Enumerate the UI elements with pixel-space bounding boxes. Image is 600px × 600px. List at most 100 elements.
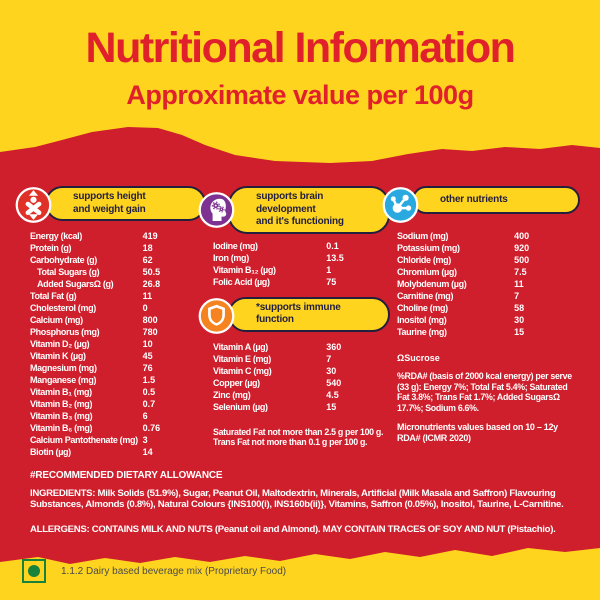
nutrient-label: Magnesium (mg) — [30, 363, 97, 373]
nutrient-row: Protein (g) 18 — [30, 242, 206, 254]
nutrient-value: 18 — [142, 243, 153, 253]
nutrient-row: Chromium (µg) 7.5 — [397, 266, 580, 278]
section-title: supports height — [73, 191, 146, 202]
nutrient-row: Iodine (mg) 0.1 — [213, 240, 390, 252]
nutrient-row: Phosphorus (mg) 780 — [30, 326, 206, 338]
nutrient-value: 0.1 — [326, 240, 339, 251]
column-brain-immune: supports brain development and it's func… — [198, 186, 390, 448]
nutrient-row: Choline (mg) 58 — [397, 302, 580, 314]
section-header-other: other nutrients — [412, 186, 580, 214]
nutrient-row: Molybdenum (µg) 11 — [397, 278, 580, 290]
nutrient-label: Molybdenum (µg) — [397, 279, 467, 289]
nutrient-value: 7 — [326, 353, 332, 364]
section-title: and it's functioning — [256, 216, 344, 227]
nutrient-label: Vitamin B₂ (mg) — [30, 399, 93, 409]
nutrient-value: 500 — [514, 255, 530, 265]
brain-development-icon — [198, 191, 235, 228]
nutrient-row: Vitamin B₆ (mg) 0.76 — [30, 422, 206, 434]
nutrient-value: 76 — [142, 363, 153, 373]
nutrient-value: 780 — [142, 327, 158, 337]
nutrient-value: 1.5 — [142, 375, 156, 385]
nutrient-value: 45 — [142, 351, 153, 361]
nutrient-row: Calcium (mg) 800 — [30, 314, 206, 326]
nutrient-value: 800 — [142, 315, 158, 325]
nutrient-value: 360 — [326, 341, 342, 352]
nutrient-row: Potassium (mg) 920 — [397, 242, 580, 254]
column-growth: supports height and weight gain Energy (… — [15, 186, 206, 458]
nutrient-value: 58 — [514, 303, 525, 313]
rda-heading: #RECOMMENDED DIETARY ALLOWANCE — [30, 470, 223, 481]
nutrient-label: Cholesterol (mg) — [30, 303, 96, 313]
brain-nutrient-table: Iodine (mg) 0.1 Iron (mg) 13.5 Vitamin B₁₂ (… — [213, 240, 390, 288]
nutrient-row: Added SugarsΩ (g) 26.8 — [30, 278, 206, 290]
nutrient-row: Vitamin B₁ (mg) 0.5 — [30, 386, 206, 398]
nutrient-label: Potassium (mg) — [397, 243, 460, 253]
nutrient-label: Phosphorus (mg) — [30, 327, 100, 337]
nutrient-value: 0.5 — [142, 387, 156, 397]
nutrient-row: Iron (mg) 13.5 — [213, 252, 390, 264]
nutrient-row: Total Fat (g) 11 — [30, 290, 206, 302]
nutrient-row: Vitamin B₁₂ (µg) 1 — [213, 264, 390, 276]
nutrient-row: Magnesium (mg) 76 — [30, 362, 206, 374]
nutrient-row: Vitamin K (µg) 45 — [30, 350, 206, 362]
nutrient-label: Taurine (mg) — [397, 327, 447, 337]
saturated-fat-note: Saturated Fat not more than 2.5 g per 10… — [213, 426, 384, 437]
section-title: and weight gain — [73, 203, 146, 215]
nutrient-label: Vitamin B₁₂ (µg) — [213, 264, 276, 275]
nutrient-row: Folic Acid (µg) 75 — [213, 276, 390, 288]
section-header-brain: supports brain development and it's func… — [228, 186, 390, 234]
nutrient-label: Biotin (µg) — [30, 447, 71, 457]
section-header-immune: *supports immune function — [228, 296, 390, 332]
nutrient-label: Added SugarsΩ (g) — [37, 279, 114, 289]
nutrient-row: Manganese (mg) 1.5 — [30, 374, 206, 386]
nutrient-row: Vitamin A (µg) 360 — [213, 341, 390, 353]
height-weight-growth-icon — [15, 187, 52, 224]
nutrient-value: 30 — [326, 365, 337, 376]
nutrient-label: Sodium (mg) — [397, 231, 449, 241]
nutrient-label: Calcium Pantothenate (mg) — [30, 435, 138, 445]
nutrient-value: 11 — [514, 279, 524, 289]
nutrient-row: Vitamin B₂ (mg) 0.7 — [30, 398, 206, 410]
nutrient-value: 30 — [514, 315, 525, 325]
nutrient-value: 3 — [142, 435, 148, 445]
nutrient-value: 920 — [514, 243, 530, 253]
fat-limits-note: Saturated Fat not more than 2.5 g per 10… — [213, 427, 390, 448]
nutrient-value: 75 — [326, 276, 337, 287]
nutrient-value: 10 — [142, 339, 153, 349]
nutrient-label: Copper (µg) — [213, 377, 260, 388]
nutrient-value: 13.5 — [326, 252, 344, 263]
nutrient-label: Vitamin C (mg) — [213, 365, 272, 376]
nutrient-value: 0.7 — [142, 399, 156, 409]
nutrient-value: 15 — [326, 401, 337, 412]
nutrient-label: Inositol (mg) — [397, 315, 447, 325]
nutrient-row: Carnitine (mg) 7 — [397, 290, 580, 302]
nutrient-row: Sodium (mg) 400 — [397, 230, 580, 242]
nutrient-row: Taurine (mg) 15 — [397, 326, 580, 338]
nutrient-value: 11 — [142, 291, 153, 301]
ingredients-text: INGREDIENTS: Milk Solids (51.9%), Sugar,… — [30, 488, 564, 511]
nutrient-value: 7 — [514, 291, 520, 301]
nutrient-value: 26.8 — [142, 279, 161, 289]
nutrient-label: Vitamin D₂ (µg) — [30, 339, 90, 349]
nutrient-row: Vitamin D₂ (µg) 10 — [30, 338, 206, 350]
immune-shield-icon — [198, 297, 235, 334]
column-other-nutrients: other nutrients Sodium (mg) 400 Potassium … — [382, 186, 580, 444]
nutrient-label: Energy (kcal) — [30, 231, 82, 241]
nutrient-label: Total Sugars (g) — [37, 267, 100, 277]
nutrient-label: Iodine (mg) — [213, 240, 258, 251]
nutrient-value: 14 — [142, 447, 153, 457]
nutrient-label: Zinc (mg) — [213, 389, 251, 400]
other-nutrient-table: Sodium (mg) 400 Potassium (mg) 920 Chloride … — [397, 230, 580, 338]
nutrient-value: 400 — [514, 231, 530, 241]
section-title: supports brain development — [256, 191, 324, 215]
nutrient-label: Vitamin A (µg) — [213, 341, 268, 352]
nutrient-label: Vitamin B₆ (mg) — [30, 423, 93, 433]
nutrient-value: 540 — [326, 377, 342, 388]
nutrient-label: Total Fat (g) — [30, 291, 77, 301]
nutrient-value: 7.5 — [514, 267, 527, 277]
vegetarian-dot — [28, 565, 40, 577]
nutrient-label: Choline (mg) — [397, 303, 448, 313]
page-title: Nutritional Information — [85, 24, 516, 72]
nutrient-label: Selenium (µg) — [213, 401, 268, 412]
food-category-text: 1.1.2 Dairy based beverage mix (Propriet… — [61, 566, 287, 577]
